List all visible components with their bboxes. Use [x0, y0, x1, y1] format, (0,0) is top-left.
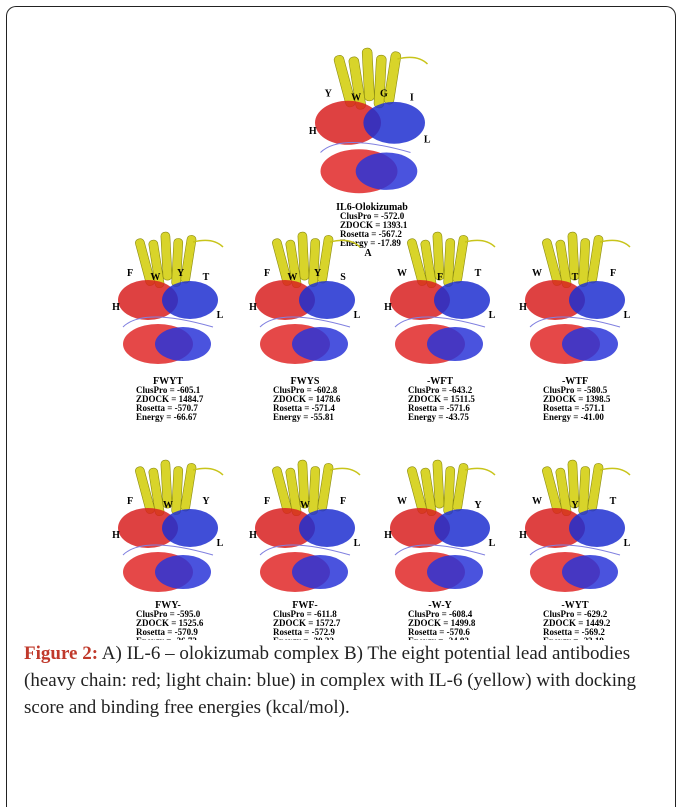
residue-label: W	[351, 92, 361, 103]
page: {"figure": { "panel_a": { "name": "IL6-O…	[0, 0, 683, 787]
il6-loop	[193, 468, 223, 475]
residue-label: Y	[571, 500, 579, 511]
residue-label: G	[380, 88, 388, 99]
light-chain	[434, 281, 490, 319]
residue-label: W	[287, 272, 297, 283]
light-chain	[299, 509, 355, 547]
residue-label: T	[475, 268, 482, 279]
residue-label: Y	[474, 500, 482, 511]
residue-label: F	[610, 268, 616, 279]
residue-label: F	[264, 268, 270, 279]
residue-label: H	[384, 530, 392, 541]
il6-loop	[330, 468, 360, 475]
residue-label: F	[340, 496, 346, 507]
residue-label: L	[489, 310, 496, 321]
residue-label: Y	[177, 268, 185, 279]
residue-label: W	[163, 500, 173, 511]
residue-label: H	[519, 530, 527, 541]
light-chain	[299, 281, 355, 319]
residue-label: S	[340, 272, 346, 283]
light-constant	[427, 327, 483, 361]
residue-label: F	[264, 496, 270, 507]
il6-loop	[600, 468, 630, 475]
residue-label: I	[410, 92, 414, 103]
residue-label: Y	[325, 88, 333, 99]
residue-label: H	[309, 126, 317, 137]
caption-text: A) IL-6 – olokizumab complex B) The eigh…	[24, 643, 636, 718]
score-line: Energy = -66.67	[136, 412, 197, 422]
light-chain	[434, 509, 490, 547]
residue-label: W	[150, 272, 160, 283]
residue-label: H	[249, 530, 257, 541]
residue-label: F	[127, 268, 133, 279]
il6-loop	[465, 240, 495, 247]
il6-loop	[398, 57, 428, 64]
residue-label: L	[624, 310, 631, 321]
residue-label: T	[572, 272, 579, 283]
residue-label: L	[354, 538, 361, 549]
light-constant	[562, 555, 618, 589]
residue-label: F	[437, 272, 443, 283]
light-constant	[155, 555, 211, 589]
score-line: Energy = -17.89	[340, 238, 401, 248]
panel-label: A	[364, 248, 372, 259]
light-constant	[427, 555, 483, 589]
residue-label: Y	[314, 268, 322, 279]
light-chain	[363, 102, 425, 144]
residue-label: H	[519, 302, 527, 313]
il6-loop	[465, 468, 495, 475]
residue-label: L	[217, 310, 224, 321]
residue-label: L	[354, 310, 361, 321]
residue-label: W	[300, 500, 310, 511]
score-line: Energy = -43.75	[408, 412, 469, 422]
light-chain	[569, 509, 625, 547]
residue-label: T	[610, 496, 617, 507]
il6-loop	[600, 240, 630, 247]
score-line: Energy = -41.00	[543, 412, 604, 422]
residue-label: L	[424, 135, 431, 146]
light-chain	[162, 281, 218, 319]
light-constant	[292, 327, 348, 361]
residue-label: W	[397, 496, 407, 507]
score-line: Energy = -55.81	[273, 412, 334, 422]
light-constant	[292, 555, 348, 589]
residue-label: H	[112, 530, 120, 541]
light-constant	[562, 327, 618, 361]
light-constant	[356, 153, 418, 190]
light-constant	[155, 327, 211, 361]
residue-label: W	[532, 496, 542, 507]
residue-label: T	[203, 272, 210, 283]
residue-label: W	[532, 268, 542, 279]
il6-loop	[193, 240, 223, 247]
residue-label: L	[489, 538, 496, 549]
residue-label: F	[127, 496, 133, 507]
residue-label: H	[249, 302, 257, 313]
caption-label: Figure 2:	[24, 643, 98, 664]
residue-label: Y	[202, 496, 210, 507]
residue-label: H	[384, 302, 392, 313]
residue-label: H	[112, 302, 120, 313]
light-chain	[162, 509, 218, 547]
caption: Figure 2: A) IL-6 – olokizumab complex B…	[24, 640, 664, 721]
light-chain	[569, 281, 625, 319]
residue-label: L	[624, 538, 631, 549]
residue-label: L	[217, 538, 224, 549]
residue-label: W	[397, 268, 407, 279]
